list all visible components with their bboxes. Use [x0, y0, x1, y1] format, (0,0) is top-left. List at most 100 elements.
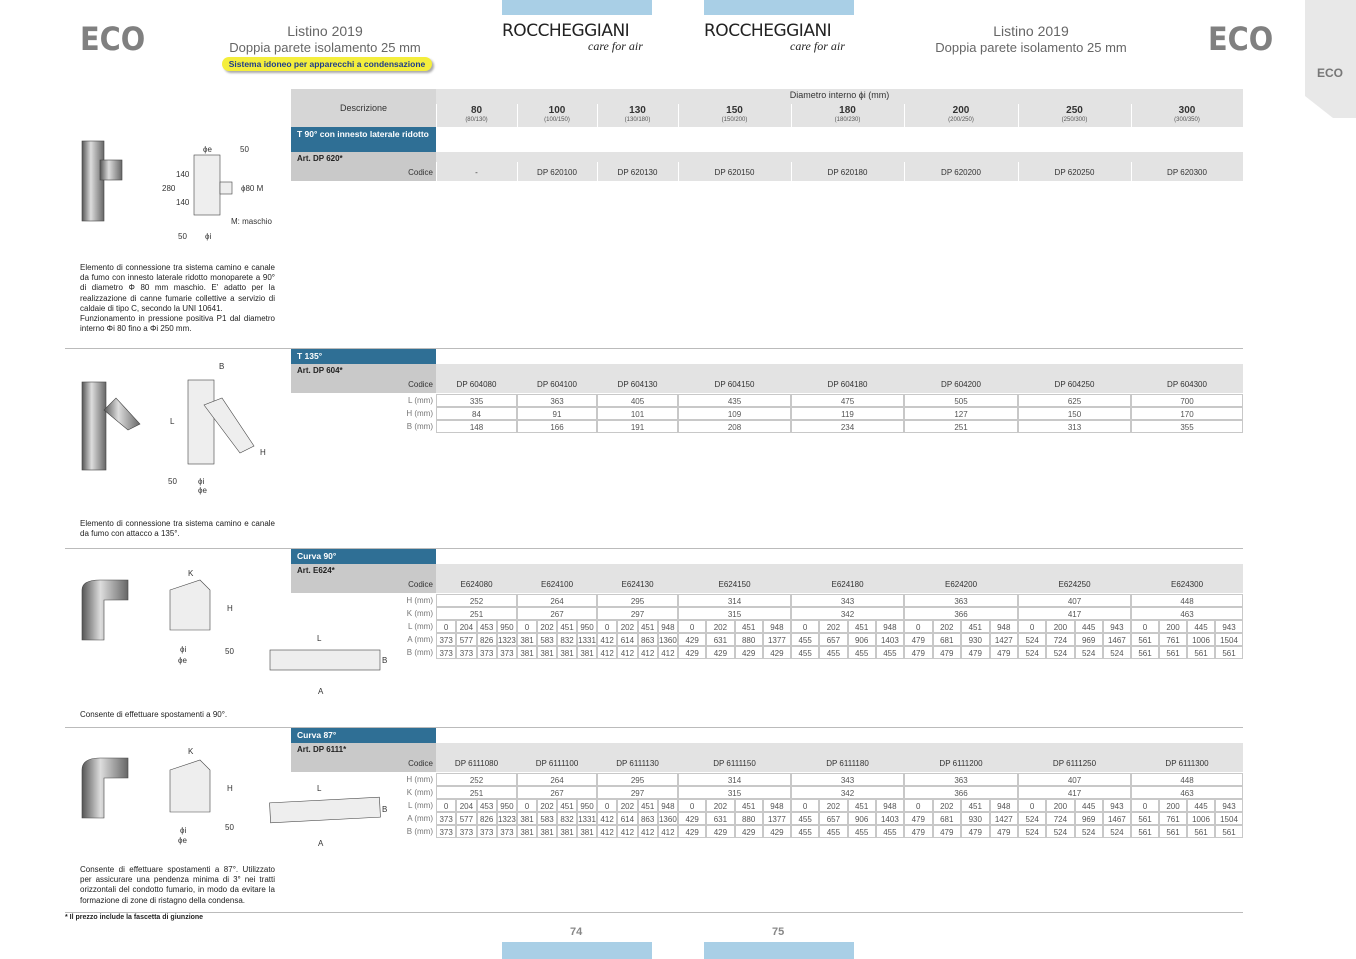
value-cell: 948: [762, 799, 791, 812]
code: E624300: [1170, 580, 1204, 589]
value-cell: 451: [847, 799, 876, 812]
value-cell: 561: [1159, 825, 1187, 838]
value-cell: 930: [961, 633, 990, 646]
value-cell: 524: [1102, 646, 1131, 659]
separator: [65, 727, 1243, 728]
value-cell: 202: [617, 799, 638, 812]
separator: [65, 348, 1243, 349]
value-cell: 335: [436, 394, 517, 407]
value-cell: 943: [1215, 620, 1243, 633]
diameter-sub: (180/230): [834, 117, 861, 123]
value-cell: 1323: [496, 633, 517, 646]
description: Elemento di connessione tra sistema cami…: [80, 263, 275, 334]
code: DP 620250: [1054, 168, 1095, 177]
value-cell: 681: [932, 812, 961, 825]
value-cell: 313: [1018, 420, 1131, 433]
row-label: L (mm): [407, 396, 433, 405]
value-cell: 0: [517, 799, 537, 812]
value-cell: 524: [1074, 825, 1103, 838]
dimension-label: 50: [225, 823, 234, 832]
value-cell: 455: [791, 646, 820, 659]
value-cell: 455: [847, 646, 876, 659]
value-cell: 297: [597, 786, 678, 799]
value-cell: 451: [961, 620, 990, 633]
value-cell: 202: [932, 620, 961, 633]
code-label: Codice: [408, 380, 433, 389]
dimension-label: 50: [168, 477, 177, 486]
code-col: [904, 162, 905, 181]
value-cell: 948: [875, 620, 904, 633]
value-cell: 524: [1046, 646, 1075, 659]
code: DP 620200: [941, 168, 981, 177]
value-cell: 0: [436, 620, 457, 633]
value-cell: 948: [762, 620, 791, 633]
value-cell: 412: [637, 646, 658, 659]
logo-tagline: care for air: [790, 39, 845, 53]
value-cell: 930: [961, 812, 990, 825]
dimension-label: ϕ80 M: [241, 184, 264, 193]
description-paragraph: Consente di effettuare spostamenti a 87°…: [80, 865, 275, 905]
value-cell: 455: [847, 825, 876, 838]
value-cell: 832: [557, 812, 577, 825]
value-cell: 373: [436, 825, 457, 838]
top-bar: [704, 0, 854, 15]
dimension-label: ϕi: [180, 645, 187, 654]
value-cell: 234: [791, 420, 904, 433]
value-cell: 417: [1018, 607, 1131, 620]
value-cell: 1504: [1215, 633, 1243, 646]
dimension-label: H: [227, 604, 233, 613]
col-border: [678, 104, 679, 127]
value-cell: 950: [577, 620, 597, 633]
code: DP 6111130: [616, 759, 659, 768]
value-cell: 381: [577, 825, 597, 838]
code: DP 604080: [456, 380, 497, 389]
value-cell: 127: [904, 407, 1018, 420]
value-cell: 948: [989, 620, 1018, 633]
value-cell: 445: [1187, 799, 1215, 812]
value-cell: 297: [597, 607, 678, 620]
value-cell: 948: [657, 620, 678, 633]
header-cell: Descrizione: [291, 89, 436, 127]
dimension-label: L: [317, 634, 322, 643]
dimension-label: B: [382, 656, 388, 665]
value-cell: 524: [1074, 646, 1103, 659]
value-cell: 614: [617, 633, 638, 646]
value-cell: 479: [904, 633, 933, 646]
value-cell: 455: [791, 825, 820, 838]
value-cell: 863: [637, 812, 658, 825]
value-cell: 342: [791, 786, 904, 799]
value-cell: 453: [476, 620, 497, 633]
col-border: [597, 104, 598, 127]
dimension-label: H: [260, 448, 266, 457]
value-cell: 681: [932, 633, 961, 646]
value-cell: 429: [678, 646, 707, 659]
code-col: [597, 162, 598, 181]
dimension-label: 140: [176, 198, 190, 207]
code-label: Codice: [408, 580, 433, 589]
value-cell: 381: [537, 646, 557, 659]
value-cell: 355: [1131, 420, 1243, 433]
value-cell: 1467: [1102, 812, 1131, 825]
code: DP 620130: [617, 168, 658, 177]
value-cell: 1331: [577, 633, 597, 646]
value-cell: 429: [706, 646, 735, 659]
value-cell: 429: [762, 825, 791, 838]
value-cell: 109: [678, 407, 791, 420]
code: DP 6111200: [939, 759, 983, 768]
dimension-label: L: [317, 784, 322, 793]
value-cell: 448: [1131, 773, 1243, 786]
value-cell: 412: [617, 825, 638, 838]
value-cell: 314: [678, 594, 791, 607]
bottom-bar: [502, 942, 652, 959]
code: E624130: [621, 580, 654, 589]
value-cell: 451: [557, 620, 577, 633]
diameter: 180: [839, 105, 856, 116]
code-col: [791, 162, 792, 181]
price-list: Listino 2019: [287, 23, 363, 39]
diameter-sub: (80/130): [465, 117, 488, 123]
code-label: Codice: [408, 168, 433, 177]
side-tab-shape: [1305, 0, 1356, 118]
value-cell: 479: [961, 646, 990, 659]
value-cell: 251: [436, 786, 517, 799]
